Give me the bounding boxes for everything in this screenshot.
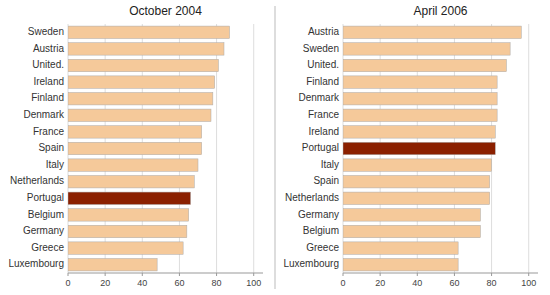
bar	[343, 225, 480, 237]
category-label: Austria	[308, 26, 340, 37]
category-label: Luxembourg	[8, 258, 64, 269]
tick-label: 80	[212, 278, 222, 288]
bar	[343, 43, 510, 55]
bar	[343, 159, 492, 171]
bar	[343, 142, 495, 154]
bar	[343, 126, 495, 138]
tick-label: 40	[137, 278, 147, 288]
bar	[68, 26, 230, 38]
category-label: Spain	[38, 142, 64, 153]
title: April 2006	[413, 4, 467, 18]
bar	[68, 159, 198, 171]
bar	[68, 59, 218, 71]
panel: April 2006 0 20 40 60 80 100 Austria Sweden Unite…	[283, 4, 538, 288]
category-label: Sweden	[303, 43, 339, 54]
tick-label: 60	[174, 278, 184, 288]
category-label: Finland	[31, 92, 64, 103]
tick-label: 0	[65, 278, 70, 288]
bar	[68, 43, 224, 55]
category-label: Germany	[298, 209, 339, 220]
bar	[68, 242, 183, 254]
tick-label: 0	[340, 278, 345, 288]
bar	[68, 192, 191, 204]
bar	[68, 225, 187, 237]
bar	[343, 175, 490, 187]
category-label: Finland	[306, 76, 339, 87]
category-label: Italy	[46, 159, 64, 170]
tick-label: 40	[412, 278, 422, 288]
category-label: Portugal	[27, 192, 64, 203]
bar	[343, 242, 458, 254]
category-label: Denmark	[23, 109, 65, 120]
bar	[343, 109, 497, 121]
x-axis-line	[343, 273, 538, 274]
bar	[68, 209, 189, 221]
category-label: Greece	[31, 242, 64, 253]
tick-label: 20	[375, 278, 385, 288]
panel-separator	[275, 6, 276, 289]
bar	[68, 126, 202, 138]
category-label: Netherlands	[285, 192, 339, 203]
x-axis-line	[68, 273, 263, 274]
chart-container: October 2004 0 20 40 60 80 100 Sweden Austria Uni…	[0, 0, 550, 295]
category-label: Belgium	[28, 209, 64, 220]
category-label: Sweden	[28, 26, 64, 37]
category-label: Denmark	[298, 92, 340, 103]
category-label: Spain	[313, 175, 339, 186]
chart-svg: October 2004 0 20 40 60 80 100 Sweden Austria Uni…	[0, 0, 550, 295]
category-label: Germany	[23, 225, 64, 236]
category-label: Portugal	[302, 142, 339, 153]
category-label: United.	[307, 59, 339, 70]
grid-line	[528, 24, 529, 273]
bar	[68, 142, 202, 154]
bar	[343, 192, 490, 204]
bar	[68, 258, 157, 270]
category-label: Luxembourg	[283, 258, 339, 269]
category-label: Ireland	[33, 76, 64, 87]
category-label: Belgium	[303, 225, 339, 236]
category-label: Austria	[33, 43, 65, 54]
tick-label: 80	[487, 278, 497, 288]
tick-label: 100	[246, 278, 261, 288]
category-label: Ireland	[308, 126, 339, 137]
bar	[68, 92, 213, 104]
category-label: United.	[32, 59, 64, 70]
bar	[343, 209, 480, 221]
title: October 2004	[129, 4, 202, 18]
tick-label: 100	[521, 278, 536, 288]
bar	[68, 76, 215, 88]
category-label: Greece	[306, 242, 339, 253]
bars	[68, 26, 230, 271]
grid-line	[253, 24, 254, 273]
bars	[343, 26, 521, 271]
bar	[343, 26, 521, 38]
panel: October 2004 0 20 40 60 80 100 Sweden Austria Uni…	[8, 4, 263, 288]
bar	[343, 92, 497, 104]
category-label: France	[308, 109, 340, 120]
category-label: France	[33, 126, 65, 137]
bar	[343, 59, 506, 71]
bar	[343, 76, 497, 88]
bar	[68, 109, 211, 121]
bar	[68, 175, 194, 187]
tick-label: 20	[100, 278, 110, 288]
category-label: Netherlands	[10, 175, 64, 186]
category-label: Italy	[321, 159, 339, 170]
bar	[343, 258, 458, 270]
tick-label: 60	[449, 278, 459, 288]
